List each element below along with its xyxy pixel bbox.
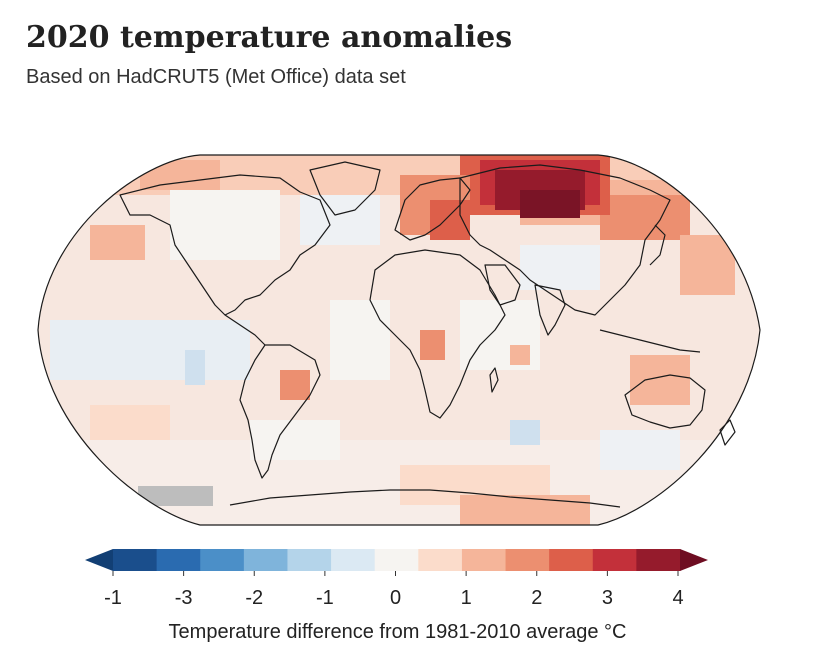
anomaly-cell xyxy=(630,355,690,405)
legend-tick-label: -3 xyxy=(175,587,193,609)
legend-swatch xyxy=(331,549,376,571)
india-outline xyxy=(534,284,566,336)
legend-tick-label: -1 xyxy=(316,587,334,609)
legend-tick-label: 2 xyxy=(531,587,542,609)
anomaly-cell xyxy=(680,235,735,295)
anomaly-cell xyxy=(600,430,680,470)
north-america-outline xyxy=(119,174,331,316)
legend-swatch xyxy=(505,549,550,571)
legend-color-bar xyxy=(85,549,708,571)
anomaly-cell xyxy=(460,495,590,525)
legend-tick-label: 1 xyxy=(461,587,472,609)
globe-outline xyxy=(37,154,761,526)
legend-tick-label: 4 xyxy=(672,587,683,609)
anomaly-cell xyxy=(520,245,600,290)
legend-title: Temperature difference from 1981-2010 av… xyxy=(168,621,627,643)
japan-outline xyxy=(649,224,666,266)
asia-outline xyxy=(459,164,671,316)
anomaly-cell xyxy=(140,160,220,190)
coastlines xyxy=(119,161,736,508)
europe-outline xyxy=(394,177,471,241)
africa-outline xyxy=(369,249,506,419)
antarctica-outline xyxy=(229,489,621,508)
legend-tick-label: -2 xyxy=(245,587,263,609)
legend-tick-label: -1 xyxy=(104,587,122,609)
anomaly-cell xyxy=(510,345,530,365)
anomaly-cell xyxy=(50,320,250,380)
south-america-outline xyxy=(239,344,321,479)
southeast-asia-islands-outline xyxy=(599,329,701,353)
anomaly-cell xyxy=(170,190,280,260)
legend-high-arrow xyxy=(680,549,708,571)
madagascar-outline xyxy=(489,367,499,393)
legend-swatch xyxy=(592,549,637,571)
greenland-outline xyxy=(309,161,381,216)
legend-swatch xyxy=(243,549,288,571)
legend-swatch xyxy=(287,549,332,571)
australia-outline xyxy=(624,374,706,429)
page-title: 2020 temperature anomalies xyxy=(26,20,513,55)
page-subtitle: Based on HadCRUT5 (Met Office) data set xyxy=(26,66,406,88)
legend-tick-labels: -1 -3 -2 -1 0 1 2 3 4 xyxy=(104,571,684,609)
anomaly-cell xyxy=(420,330,445,360)
legend-swatch xyxy=(374,549,419,571)
legend-swatch xyxy=(156,549,201,571)
anomaly-cell xyxy=(510,420,540,445)
legend-swatch xyxy=(418,549,463,571)
legend-swatch xyxy=(200,549,245,571)
legend-swatch xyxy=(549,549,594,571)
arabia-outline xyxy=(484,264,521,306)
legend-swatch xyxy=(461,549,507,571)
legend-swatch xyxy=(113,549,158,571)
anomaly-cell xyxy=(330,300,390,380)
anomaly-cell xyxy=(250,420,340,460)
legend-swatch xyxy=(636,549,681,571)
anomaly-cell xyxy=(600,195,690,240)
anomaly-cell xyxy=(300,195,380,245)
legend-low-arrow xyxy=(85,549,113,571)
anomaly-cells xyxy=(40,155,760,525)
anomaly-cell xyxy=(185,350,205,385)
anomaly-cell xyxy=(280,370,310,400)
legend-tick-label: 3 xyxy=(602,587,613,609)
no-data-cell xyxy=(138,486,213,506)
central-america-outline xyxy=(224,314,266,346)
anomaly-cell xyxy=(90,225,145,260)
anomaly-cell xyxy=(430,200,470,240)
anomaly-cell xyxy=(520,190,580,218)
legend-tick-label: 0 xyxy=(390,587,401,609)
